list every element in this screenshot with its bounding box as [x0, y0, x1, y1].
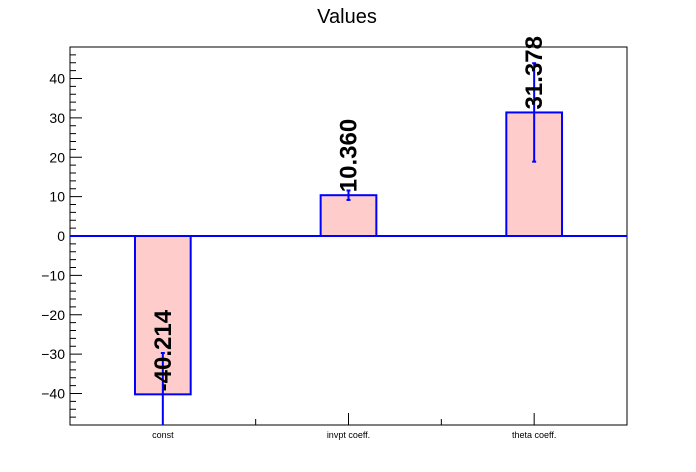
y-tick-label: 10	[49, 189, 65, 205]
y-tick-label: −30	[41, 346, 65, 362]
y-tick-label: −10	[41, 267, 65, 283]
y-tick-label: −20	[41, 307, 65, 323]
chart-title: Values	[317, 6, 377, 28]
y-tick-label: 40	[49, 71, 65, 87]
data-label: 10.360	[336, 119, 363, 192]
y-tick-label: 0	[57, 228, 65, 244]
data-labels: -40.214 10.360 31.378	[150, 36, 548, 391]
bars	[70, 62, 627, 425]
data-label: 31.378	[521, 36, 548, 109]
x-axis: const invpt coeff. theta coeff.	[69, 413, 628, 440]
y-tick-label: 30	[49, 110, 65, 126]
y-tick-label: 20	[49, 149, 65, 165]
x-tick-label: invpt coeff.	[327, 430, 370, 440]
data-label: -40.214	[150, 309, 177, 391]
x-tick-label: theta coeff.	[512, 430, 556, 440]
bar-invpt-coeff-	[319, 194, 378, 238]
x-tick-label: const	[152, 430, 174, 440]
y-tick-label: −40	[41, 386, 65, 402]
